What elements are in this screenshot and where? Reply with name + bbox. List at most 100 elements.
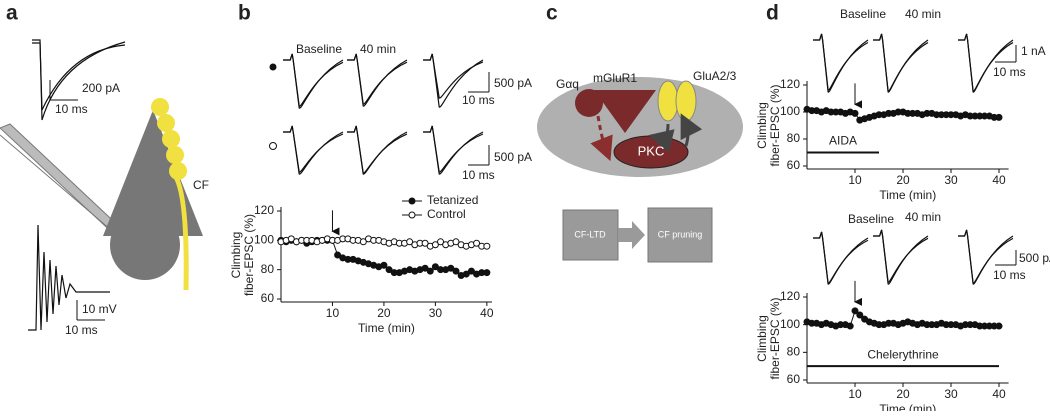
- trace: [813, 33, 869, 93]
- x-tick-label: 40: [992, 173, 1006, 187]
- protein-label: PKC: [638, 143, 665, 158]
- data-point: [431, 241, 439, 249]
- data-point: [473, 239, 481, 247]
- trace: [813, 33, 869, 91]
- trace: [873, 33, 929, 93]
- scale-label: 500 pA: [494, 150, 532, 164]
- trace: [813, 231, 869, 284]
- scale-label: 10 ms: [55, 102, 88, 116]
- scale-label: 10 ms: [462, 168, 495, 182]
- y-tick-label: 120: [780, 289, 800, 303]
- data-point: [421, 264, 429, 272]
- data-point: [380, 261, 388, 269]
- y-tick-label: 100: [780, 104, 800, 118]
- trace: [958, 33, 1014, 92]
- y-axis-label: Climbing: [229, 232, 243, 279]
- panel-letter: d: [766, 2, 779, 25]
- trace: [347, 53, 408, 107]
- data-point: [467, 267, 475, 275]
- trace: [347, 53, 408, 105]
- box-label: CF pruning: [658, 229, 703, 239]
- data-point: [385, 266, 393, 274]
- y-tick-label: 120: [254, 203, 274, 217]
- trace: [283, 53, 344, 107]
- x-tick-label: 30: [944, 173, 958, 187]
- y-axis-label: Climbing: [755, 102, 769, 149]
- y-axis-label: Climbing: [755, 315, 769, 362]
- x-tick-label: 40: [480, 306, 494, 320]
- scale-label: 500 pA: [494, 76, 532, 90]
- scale-label: 500 pA: [1019, 251, 1050, 265]
- trace: [347, 125, 408, 174]
- trace: [958, 33, 1014, 93]
- legend-label: Control: [427, 207, 466, 221]
- data-point: [406, 238, 414, 246]
- data-point: [359, 238, 367, 246]
- data-point: [483, 242, 491, 250]
- y-axis-label: fiber-EPSC (%): [768, 297, 782, 379]
- x-tick-label: 30: [944, 387, 958, 401]
- trace: [347, 125, 408, 175]
- scale-label: 200 pA: [82, 81, 120, 95]
- trace-title: Baseline: [296, 42, 342, 56]
- y-axis-label: fiber-EPSC (%): [768, 84, 782, 166]
- data-point: [856, 311, 864, 319]
- trace-title: Baseline: [840, 7, 886, 21]
- y-tick-label: 100: [780, 317, 800, 331]
- data-point: [851, 307, 859, 315]
- x-tick-label: 10: [326, 306, 340, 320]
- data-point: [995, 322, 1003, 330]
- scale-label: 1 nA: [1021, 44, 1046, 58]
- x-tick-label: 10: [848, 173, 862, 187]
- scale-label: 10 ms: [993, 268, 1026, 282]
- data-point: [483, 269, 491, 277]
- trace: [873, 229, 929, 285]
- traces: [269, 33, 1017, 285]
- scale-label: 10 ms: [993, 65, 1026, 79]
- trace: [813, 231, 869, 285]
- x-axis-label: Time (min): [879, 402, 936, 411]
- data-point: [334, 251, 342, 259]
- data-point: [995, 113, 1003, 121]
- x-axis-label: Time (min): [879, 188, 936, 202]
- trace-title: 40 min: [905, 210, 941, 224]
- y-tick-label: 80: [787, 131, 801, 145]
- neuron-diagram: [0, 39, 203, 331]
- y-tick-label: 100: [254, 233, 274, 247]
- trace-title: 40 min: [905, 7, 941, 21]
- legend-marker: [408, 211, 416, 219]
- data-point: [437, 238, 445, 246]
- trace: [873, 229, 929, 283]
- y-tick-label: 60: [787, 158, 801, 172]
- panel-letter: c: [546, 2, 558, 25]
- y-tick-label: 80: [787, 345, 801, 359]
- x-tick-label: 30: [429, 306, 443, 320]
- x-axis-label: Time (min): [358, 321, 415, 335]
- y-tick-label: 60: [787, 372, 801, 386]
- data-point: [452, 267, 460, 275]
- drug-label: AIDA: [829, 134, 857, 148]
- trace-title: Baseline: [848, 212, 894, 226]
- x-tick-label: 20: [377, 306, 391, 320]
- scale-label: 10 mV: [82, 302, 117, 316]
- cf-label: CF: [193, 178, 209, 192]
- legend-label: Tetanized: [427, 193, 478, 207]
- data-point: [287, 235, 295, 243]
- legend-marker: [408, 197, 416, 205]
- panel-letter: b: [238, 2, 251, 25]
- y-tick-label: 80: [261, 262, 275, 276]
- trace: [283, 125, 344, 175]
- x-tick-label: 20: [896, 387, 910, 401]
- y-axis-label: fiber-EPSC (%): [242, 214, 256, 296]
- trace: [423, 125, 484, 173]
- x-tick-label: 40: [992, 387, 1006, 401]
- data-point: [421, 239, 429, 247]
- data-point: [431, 263, 439, 271]
- data-point: [462, 270, 470, 278]
- scale-label: 10 ms: [462, 93, 495, 107]
- protein-label: mGluR1: [593, 71, 637, 85]
- x-tick-label: 20: [896, 173, 910, 187]
- data-point: [447, 264, 455, 272]
- data-point: [426, 267, 434, 275]
